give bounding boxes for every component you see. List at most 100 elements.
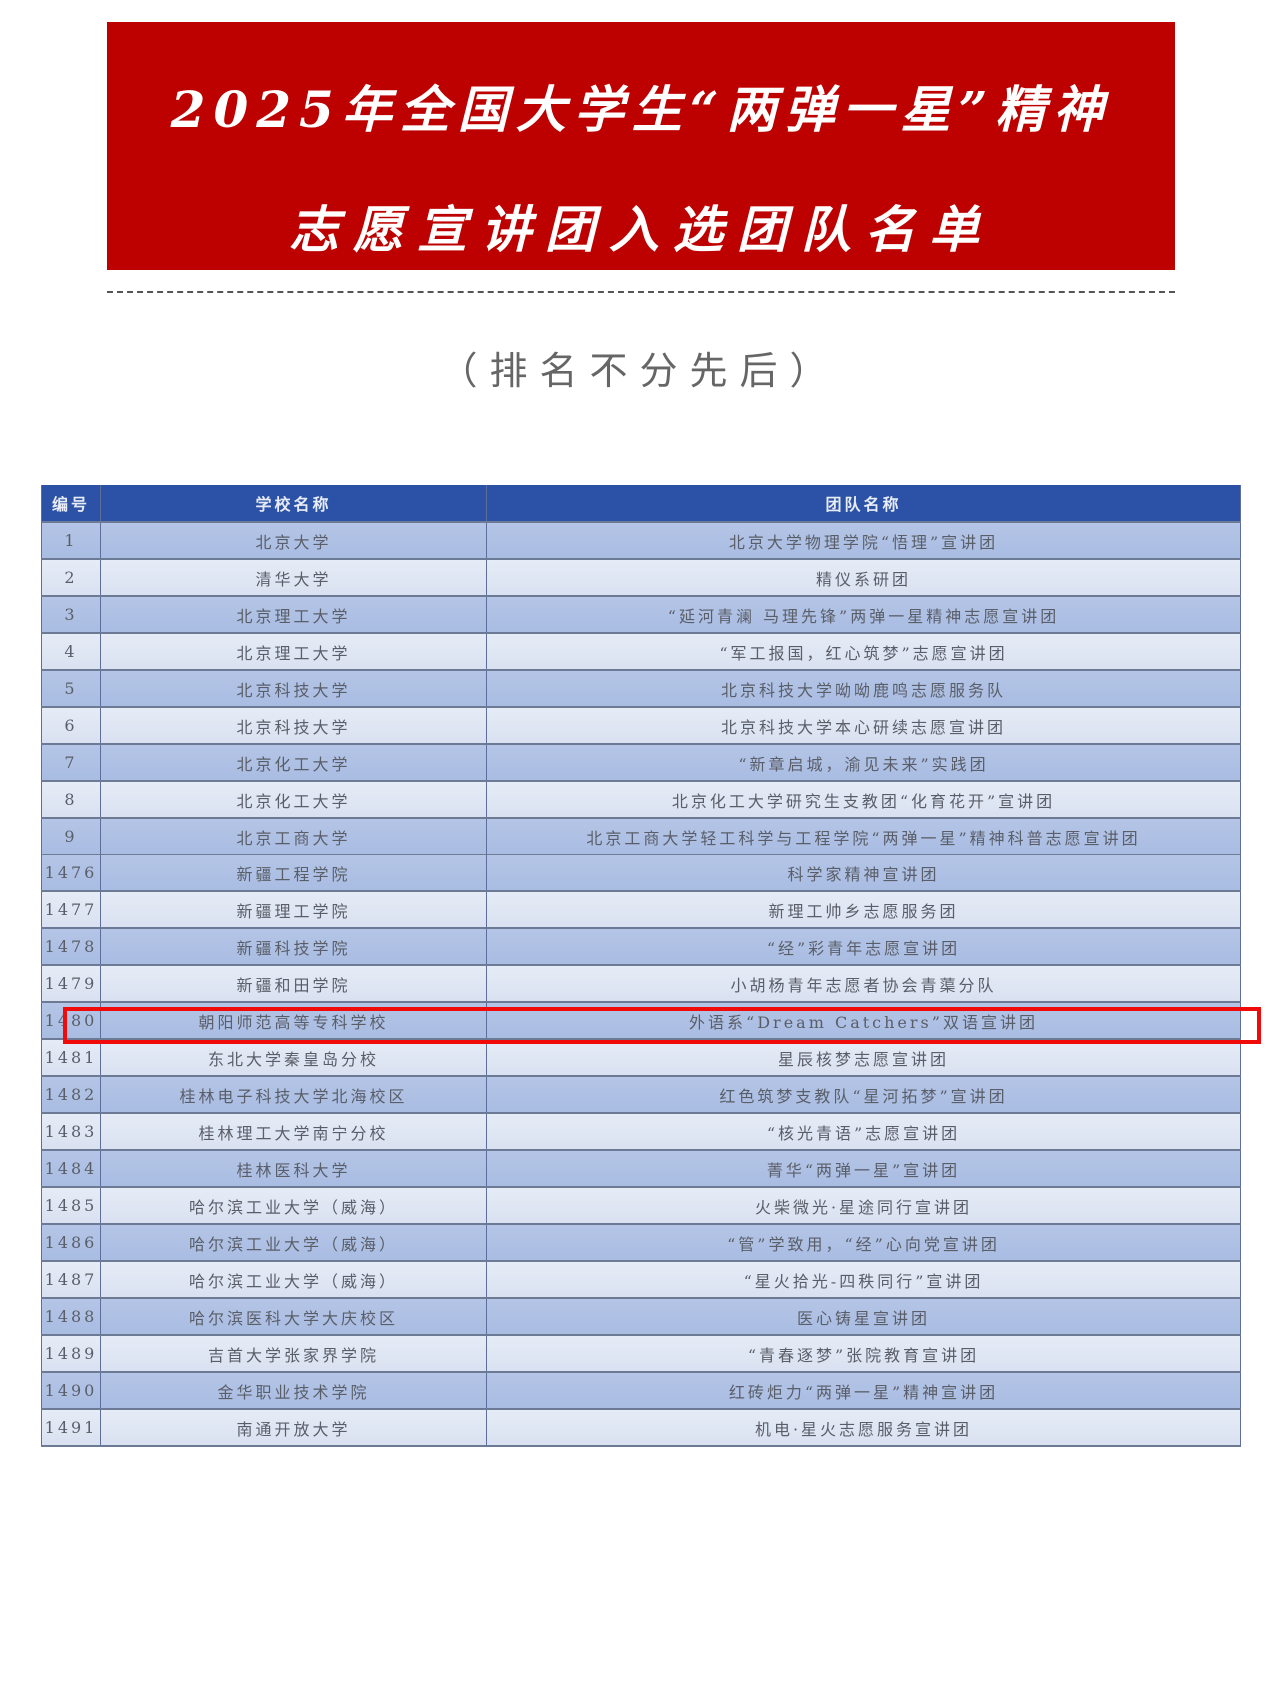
cell-number: 1485: [41, 1187, 101, 1225]
table-row: 1478 新疆科技学院 “经”彩青年志愿宣讲团: [41, 928, 1241, 966]
cell-number: 3: [41, 596, 101, 634]
cell-number: 1477: [41, 891, 101, 929]
table-row: 9 北京工商大学 北京工商大学轻工科学与工程学院“两弹一星”精神科普志愿宣讲团: [41, 818, 1241, 856]
cell-team: 火柴微光·星途同行宣讲团: [486, 1187, 1241, 1225]
cell-team: “新章启城，渝见未来”实践团: [486, 744, 1241, 782]
cell-school: 哈尔滨工业大学（威海）: [100, 1261, 487, 1299]
table-row: 5 北京科技大学 北京科技大学呦呦鹿鸣志愿服务队: [41, 670, 1241, 708]
cell-number: 1487: [41, 1261, 101, 1299]
cell-school: 东北大学秦皇岛分校: [100, 1039, 487, 1077]
cell-number: 7: [41, 744, 101, 782]
cell-number: 1486: [41, 1224, 101, 1262]
cell-team: 北京大学物理学院“悟理”宣讲团: [486, 522, 1241, 560]
cell-team: 新理工帅乡志愿服务团: [486, 891, 1241, 929]
table-row: 1 北京大学 北京大学物理学院“悟理”宣讲团: [41, 522, 1241, 560]
table-row: 1484 桂林医科大学 菁华“两弹一星”宣讲团: [41, 1150, 1241, 1188]
title-line-2: 志愿宣讲团入选团队名单: [289, 200, 993, 259]
cell-school: 吉首大学张家界学院: [100, 1335, 487, 1373]
header-school: 学校名称: [100, 485, 487, 523]
cell-number: 1484: [41, 1150, 101, 1188]
table-row: 1486 哈尔滨工业大学（威海） “管”学致用，“经”心向党宣讲团: [41, 1224, 1241, 1262]
cell-team: 医心铸星宣讲团: [486, 1298, 1241, 1336]
cell-school: 新疆工程学院: [100, 855, 487, 892]
cell-school: 北京科技大学: [100, 707, 487, 745]
cell-number: 1476: [41, 855, 101, 892]
cell-school: 南通开放大学: [100, 1409, 487, 1447]
cell-school: 北京科技大学: [100, 670, 487, 708]
table-row: 1488 哈尔滨医科大学大庆校区 医心铸星宣讲团: [41, 1298, 1241, 1336]
cell-team: “延河青澜 马理先锋”两弹一星精神志愿宣讲团: [486, 596, 1241, 634]
table-row: 8 北京化工大学 北京化工大学研究生支教团“化育花开”宣讲团: [41, 781, 1241, 819]
title-line-1: 2025年全国大学生“两弹一星”精神: [170, 80, 1112, 139]
cell-number: 1491: [41, 1409, 101, 1447]
cell-team: “青春逐梦”张院教育宣讲团: [486, 1335, 1241, 1373]
cell-team: “星火拾光-四秩同行”宣讲团: [486, 1261, 1241, 1299]
table-header-row: 编号 学校名称 团队名称: [41, 485, 1241, 523]
header-number: 编号: [41, 485, 101, 523]
cell-team: 小胡杨青年志愿者协会青蕖分队: [486, 965, 1241, 1003]
cell-school: 清华大学: [100, 559, 487, 597]
table-row: 1477 新疆理工学院 新理工帅乡志愿服务团: [41, 891, 1241, 929]
cell-team: 机电·星火志愿服务宣讲团: [486, 1409, 1241, 1447]
cell-number: 1478: [41, 928, 101, 966]
cell-team: 北京科技大学本心研续志愿宣讲团: [486, 707, 1241, 745]
cell-number: 1488: [41, 1298, 101, 1336]
cell-school: 北京化工大学: [100, 744, 487, 782]
header-team: 团队名称: [486, 485, 1241, 523]
cell-number: 1482: [41, 1076, 101, 1114]
table-row: 1490 金华职业技术学院 红砖炬力“两弹一星”精神宣讲团: [41, 1372, 1241, 1410]
cell-number: 1489: [41, 1335, 101, 1373]
cell-team: 红色筑梦支教队“星河拓梦”宣讲团: [486, 1076, 1241, 1114]
cell-number: 4: [41, 633, 101, 671]
table-row: 2 清华大学 精仪系研团: [41, 559, 1241, 597]
cell-team: 红砖炬力“两弹一星”精神宣讲团: [486, 1372, 1241, 1410]
cell-school: 新疆和田学院: [100, 965, 487, 1003]
team-table-top: 编号 学校名称 团队名称 1 北京大学 北京大学物理学院“悟理”宣讲团 2 清华大学 精仪…: [41, 485, 1241, 856]
table-row: 1485 哈尔滨工业大学（威海） 火柴微光·星途同行宣讲团: [41, 1187, 1241, 1225]
cell-team: 菁华“两弹一星”宣讲团: [486, 1150, 1241, 1188]
cell-number: 9: [41, 818, 101, 856]
cell-team: “管”学致用，“经”心向党宣讲团: [486, 1224, 1241, 1262]
subtitle: （排名不分先后）: [439, 349, 840, 393]
cell-number: 1490: [41, 1372, 101, 1410]
cell-school: 北京理工大学: [100, 596, 487, 634]
title-banner: 2025年全国大学生“两弹一星”精神 志愿宣讲团入选团队名单: [107, 22, 1175, 270]
table-row: 1491 南通开放大学 机电·星火志愿服务宣讲团: [41, 1409, 1241, 1447]
highlight-box: [63, 1007, 1261, 1044]
dashed-divider: [107, 291, 1175, 293]
cell-number: 8: [41, 781, 101, 819]
table-row: 3 北京理工大学 “延河青澜 马理先锋”两弹一星精神志愿宣讲团: [41, 596, 1241, 634]
cell-number: 1483: [41, 1113, 101, 1151]
cell-team: 星辰核梦志愿宣讲团: [486, 1039, 1241, 1077]
table-row: 6 北京科技大学 北京科技大学本心研续志愿宣讲团: [41, 707, 1241, 745]
table-row: 1483 桂林理工大学南宁分校 “核光青语”志愿宣讲团: [41, 1113, 1241, 1151]
cell-school: 北京理工大学: [100, 633, 487, 671]
cell-school: 新疆科技学院: [100, 928, 487, 966]
table-row: 7 北京化工大学 “新章启城，渝见未来”实践团: [41, 744, 1241, 782]
cell-number: 1: [41, 522, 101, 560]
cell-team: 北京科技大学呦呦鹿鸣志愿服务队: [486, 670, 1241, 708]
cell-team: 科学家精神宣讲团: [486, 855, 1241, 892]
table-row: 1489 吉首大学张家界学院 “青春逐梦”张院教育宣讲团: [41, 1335, 1241, 1373]
cell-school: 北京工商大学: [100, 818, 487, 856]
cell-school: 桂林医科大学: [100, 1150, 487, 1188]
cell-team: 北京工商大学轻工科学与工程学院“两弹一星”精神科普志愿宣讲团: [486, 818, 1241, 856]
cell-school: 金华职业技术学院: [100, 1372, 487, 1410]
cell-school: 新疆理工学院: [100, 891, 487, 929]
cell-number: 5: [41, 670, 101, 708]
cell-school: 哈尔滨工业大学（威海）: [100, 1187, 487, 1225]
cell-school: 北京大学: [100, 522, 487, 560]
cell-school: 哈尔滨工业大学（威海）: [100, 1224, 487, 1262]
cell-team: 精仪系研团: [486, 559, 1241, 597]
cell-team: “核光青语”志愿宣讲团: [486, 1113, 1241, 1151]
table-row: 1487 哈尔滨工业大学（威海） “星火拾光-四秩同行”宣讲团: [41, 1261, 1241, 1299]
cell-team: “经”彩青年志愿宣讲团: [486, 928, 1241, 966]
cell-number: 1479: [41, 965, 101, 1003]
team-table-bottom: 1476 新疆工程学院 科学家精神宣讲团 1477 新疆理工学院 新理工帅乡志愿服务团 14…: [41, 855, 1241, 1447]
cell-school: 桂林电子科技大学北海校区: [100, 1076, 487, 1114]
table-row: 1476 新疆工程学院 科学家精神宣讲团: [41, 855, 1241, 892]
cell-number: 2: [41, 559, 101, 597]
cell-team: “军工报国，红心筑梦”志愿宣讲团: [486, 633, 1241, 671]
table-row: 1482 桂林电子科技大学北海校区 红色筑梦支教队“星河拓梦”宣讲团: [41, 1076, 1241, 1114]
table-row: 1479 新疆和田学院 小胡杨青年志愿者协会青蕖分队: [41, 965, 1241, 1003]
